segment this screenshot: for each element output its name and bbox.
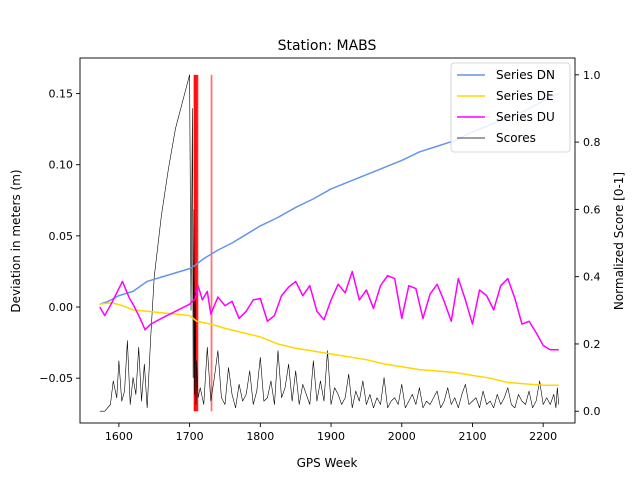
- legend-label: Series DE: [496, 89, 554, 103]
- y-tick-label-right: 1.0: [583, 69, 601, 82]
- series-line-series-du: [99, 270, 559, 351]
- legend-label: Scores: [496, 131, 536, 145]
- y-axis-left-label: Deviation in meters (m): [9, 169, 23, 312]
- x-tick-label: 2000: [388, 430, 416, 443]
- y-tick-label-left: 0.10: [49, 159, 74, 172]
- y-tick-label-left: −0.05: [39, 372, 73, 385]
- y-axis-right-label: Normalized Score [0-1]: [612, 172, 626, 310]
- y-tick-label-right: 0.0: [583, 405, 601, 418]
- x-tick-label: 1600: [105, 430, 133, 443]
- y-tick-label-left: 0.00: [49, 301, 74, 314]
- y-tick-label-right: 0.6: [583, 203, 601, 216]
- legend-label: Series DN: [496, 68, 555, 82]
- y-axis-left: −0.05 0.00 0.05 0.10 0.15: [39, 88, 80, 385]
- x-tick-label: 1700: [176, 430, 204, 443]
- legend-box: [450, 62, 571, 153]
- x-tick-label: 1800: [246, 430, 274, 443]
- y-axis-right: 0.0 0.2 0.4 0.6 0.8 1.0: [575, 69, 601, 418]
- y-tick-label-left: 0.05: [49, 230, 74, 243]
- x-axis: 1600 1700 1800 1900 2000 2100 2200: [105, 423, 557, 443]
- series-line-series-de: [99, 302, 559, 387]
- y-tick-label-right: 0.4: [583, 271, 601, 284]
- legend: Series DN Series DE Series DU Scores: [450, 62, 571, 153]
- x-tick-label: 2100: [458, 430, 486, 443]
- series-line-scores: [99, 74, 560, 412]
- x-tick-label: 1900: [317, 430, 345, 443]
- y-tick-label-right: 0.2: [583, 338, 601, 351]
- x-axis-label: GPS Week: [297, 456, 358, 470]
- legend-label: Series DU: [496, 110, 555, 124]
- chart-title: Station: MABS: [278, 38, 377, 54]
- y-tick-label-right: 0.8: [583, 136, 601, 149]
- y-tick-label-left: 0.15: [49, 88, 74, 101]
- plot-frame: [79, 57, 576, 424]
- x-tick-label: 2200: [529, 430, 557, 443]
